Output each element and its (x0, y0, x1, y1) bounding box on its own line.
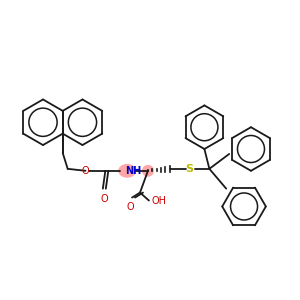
Text: S: S (185, 164, 194, 174)
Text: O: O (100, 194, 108, 204)
Ellipse shape (118, 164, 136, 178)
Ellipse shape (142, 165, 154, 177)
Text: NH: NH (125, 166, 141, 176)
Text: O: O (126, 202, 134, 212)
Text: O: O (82, 166, 89, 176)
Text: OH: OH (152, 196, 167, 206)
